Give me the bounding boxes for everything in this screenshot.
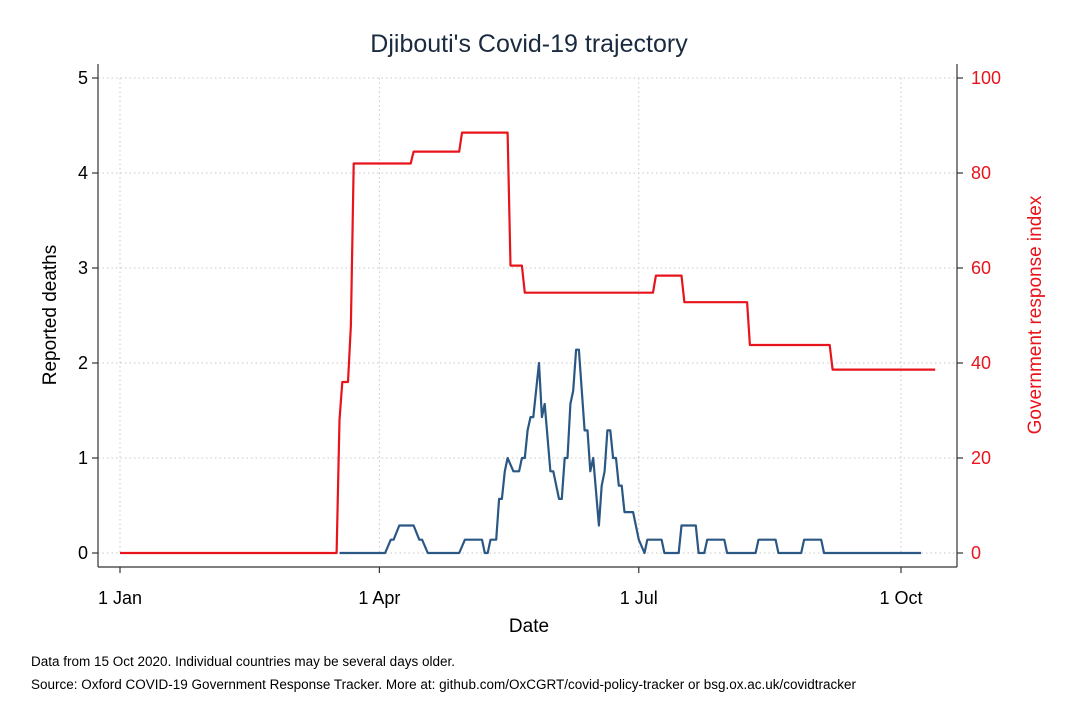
x-tick-label: 1 Jan	[98, 588, 142, 608]
response-index-series-line	[120, 131, 936, 555]
y-axis-label-right: Government response index	[1025, 195, 1046, 434]
series-lines	[120, 131, 936, 555]
y-right-tick-label: 80	[971, 163, 991, 183]
y-axis-label-left: Reported deaths	[40, 245, 61, 386]
footnote-data-date: Data from 15 Oct 2020. Individual countr…	[31, 654, 455, 669]
x-tick-label: 1 Jul	[620, 588, 658, 608]
x-axis-label: Date	[509, 616, 549, 637]
x-tick-label: 1 Apr	[358, 588, 400, 608]
y-right-tick-label: 60	[971, 258, 991, 278]
y-right-tick-label: 40	[971, 353, 991, 373]
y-left-tick-label: 3	[78, 258, 88, 278]
y-left-tick-label: 0	[78, 543, 88, 563]
y-right-tick-label: 100	[971, 68, 1001, 88]
y-right-tick-label: 20	[971, 448, 991, 468]
footnote-source: Source: Oxford COVID-19 Government Respo…	[31, 677, 857, 692]
y-right-tick-label: 0	[971, 543, 981, 563]
deaths-series-line	[339, 348, 921, 555]
axes: 0 1 2 3 4 5 0 20 40 60 80 100 1 Jan 1 Apr 1 Jul 1 Oct	[78, 64, 1001, 608]
chart-title: Djibouti's Covid-19 trajectory	[370, 30, 688, 58]
y-left-tick-label: 1	[78, 448, 88, 468]
chart: Djibouti's Covid-19 trajectory 0 1 2 3 4 5 0 20…	[40, 30, 1046, 637]
grid	[98, 77, 957, 554]
y-left-tick-label: 4	[78, 163, 88, 183]
x-tick-label: 1 Oct	[879, 588, 922, 608]
y-left-tick-label: 5	[78, 68, 88, 88]
y-left-tick-label: 2	[78, 353, 88, 373]
